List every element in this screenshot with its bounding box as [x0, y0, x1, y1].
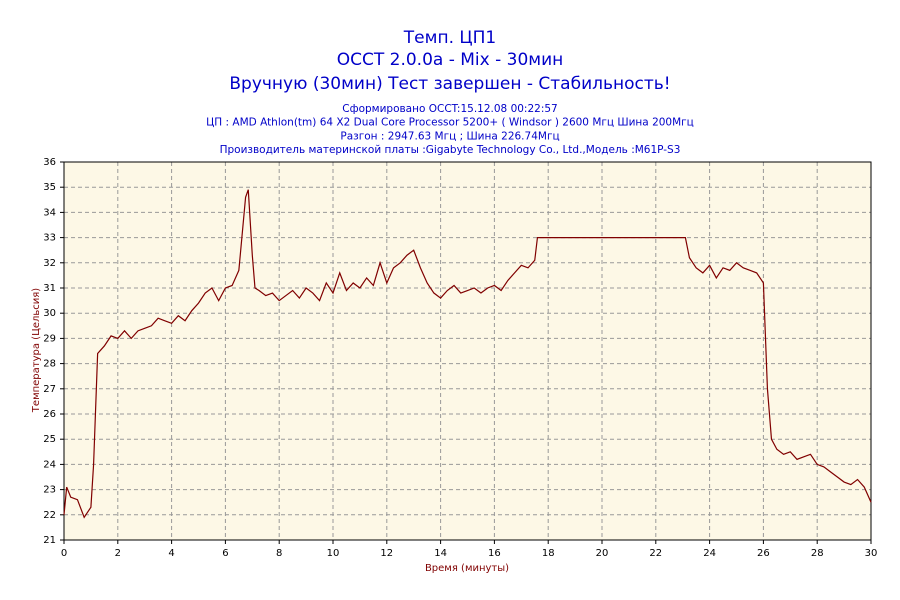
x-tick-label: 22	[649, 548, 662, 559]
x-tick-label: 20	[596, 548, 609, 559]
y-tick-label: 36	[43, 157, 56, 168]
x-tick-label: 24	[703, 548, 716, 559]
x-tick-label: 4	[168, 548, 174, 559]
y-tick-label: 33	[43, 233, 56, 244]
chart-title: OCCT 2.0.0a - Mix - 30мин	[337, 50, 564, 70]
y-tick-label: 23	[43, 485, 56, 496]
data-line	[63, 189, 872, 519]
chart-title: Вручную (30мин) Тест завершен - Стабильн…	[229, 74, 670, 94]
chart-subtitle: Производитель материнской платы :Gigabyt…	[220, 144, 681, 156]
x-tick-label: 12	[380, 548, 393, 559]
x-tick-label: 10	[327, 548, 340, 559]
x-tick-label: 18	[542, 548, 555, 559]
chart-subtitle: ЦП : AMD Athlon(tm) 64 X2 Dual Core Proc…	[206, 117, 694, 129]
y-tick-label: 22	[43, 510, 56, 521]
x-tick-label: 14	[434, 548, 447, 559]
x-tick-label: 26	[757, 548, 770, 559]
y-tick-label: 34	[43, 207, 56, 218]
y-axis-label: Температура (Цельсия)	[31, 288, 42, 413]
y-tick-label: 32	[43, 258, 56, 269]
plot-border	[63, 161, 872, 541]
y-tick-label: 27	[43, 384, 56, 395]
y-tick-label: 26	[43, 409, 56, 420]
y-tick-label: 21	[43, 535, 56, 546]
x-tick-label: 8	[276, 548, 282, 559]
chart-subtitle: Сформировано OCCT:15.12.08 00:22:57	[342, 103, 557, 115]
x-tick-label: 16	[488, 548, 501, 559]
y-tick-label: 29	[43, 333, 56, 344]
chart-subtitle: Разгон : 2947.63 Мгц ; Шина 226.74Мгц	[340, 130, 559, 142]
y-tick-label: 31	[43, 283, 56, 294]
x-tick-label: 28	[811, 548, 824, 559]
chart-title: Темп. ЦП1	[403, 28, 496, 48]
x-tick-label: 0	[61, 548, 67, 559]
plot-area	[64, 162, 871, 540]
x-tick-label: 2	[115, 548, 121, 559]
y-tick-label: 25	[43, 434, 56, 445]
y-tick-label: 35	[43, 182, 56, 193]
x-tick-label: 30	[865, 548, 878, 559]
x-tick-label: 6	[222, 548, 228, 559]
y-tick-label: 30	[43, 308, 56, 319]
x-axis-label: Время (минуты)	[425, 563, 509, 574]
y-tick-label: 28	[43, 359, 56, 370]
y-tick-label: 24	[43, 459, 56, 470]
